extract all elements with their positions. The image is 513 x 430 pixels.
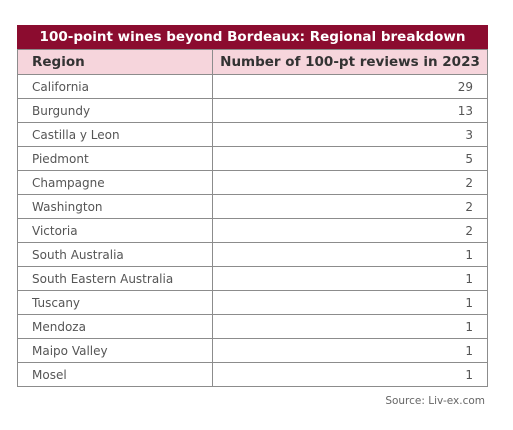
region-cell: California xyxy=(17,74,213,99)
count-cell: 2 xyxy=(212,218,488,243)
count-cell: 1 xyxy=(212,290,488,315)
count-cell: 29 xyxy=(212,74,488,99)
region-cell: South Australia xyxy=(17,242,213,267)
table-row: Maipo Valley 1 xyxy=(17,338,488,363)
count-cell: 5 xyxy=(212,146,488,171)
wine-table-container: 100-point wines beyond Bordeaux: Regiona… xyxy=(17,25,488,387)
table-body: California 29 Burgundy 13 Castilla y Leon 3 Pi… xyxy=(17,74,488,387)
count-cell: 1 xyxy=(212,338,488,363)
header-row: Region Number of 100-pt reviews in 2023 xyxy=(17,49,488,75)
table-row: Burgundy 13 xyxy=(17,98,488,123)
table-row: Victoria 2 xyxy=(17,218,488,243)
table-row: Mendoza 1 xyxy=(17,314,488,339)
regional-breakdown-table: Region Number of 100-pt reviews in 2023 … xyxy=(17,49,488,387)
source-note: Source: Liv-ex.com xyxy=(385,395,485,407)
count-cell: 2 xyxy=(212,194,488,219)
count-cell: 1 xyxy=(212,266,488,291)
table-row: South Australia 1 xyxy=(17,242,488,267)
region-cell: Castilla y Leon xyxy=(17,122,213,147)
region-cell: Burgundy xyxy=(17,98,213,123)
region-cell: Mosel xyxy=(17,362,213,387)
table-row: California 29 xyxy=(17,74,488,99)
table-row: Piedmont 5 xyxy=(17,146,488,171)
region-cell: Mendoza xyxy=(17,314,213,339)
count-cell: 1 xyxy=(212,362,488,387)
region-cell: Washington xyxy=(17,194,213,219)
table-row: Tuscany 1 xyxy=(17,290,488,315)
table-title: 100-point wines beyond Bordeaux: Regiona… xyxy=(17,25,488,49)
table-row: Castilla y Leon 3 xyxy=(17,122,488,147)
count-cell: 3 xyxy=(212,122,488,147)
region-cell: South Eastern Australia xyxy=(17,266,213,291)
region-cell: Maipo Valley xyxy=(17,338,213,363)
table-row: Mosel 1 xyxy=(17,362,488,387)
count-cell: 1 xyxy=(212,242,488,267)
region-cell: Piedmont xyxy=(17,146,213,171)
table-row: Washington 2 xyxy=(17,194,488,219)
count-cell: 13 xyxy=(212,98,488,123)
region-cell: Tuscany xyxy=(17,290,213,315)
table-row: Champagne 2 xyxy=(17,170,488,195)
column-header-region: Region xyxy=(17,49,213,75)
count-cell: 1 xyxy=(212,314,488,339)
count-cell: 2 xyxy=(212,170,488,195)
region-cell: Victoria xyxy=(17,218,213,243)
table-row: South Eastern Australia 1 xyxy=(17,266,488,291)
column-header-count: Number of 100-pt reviews in 2023 xyxy=(212,49,488,75)
region-cell: Champagne xyxy=(17,170,213,195)
